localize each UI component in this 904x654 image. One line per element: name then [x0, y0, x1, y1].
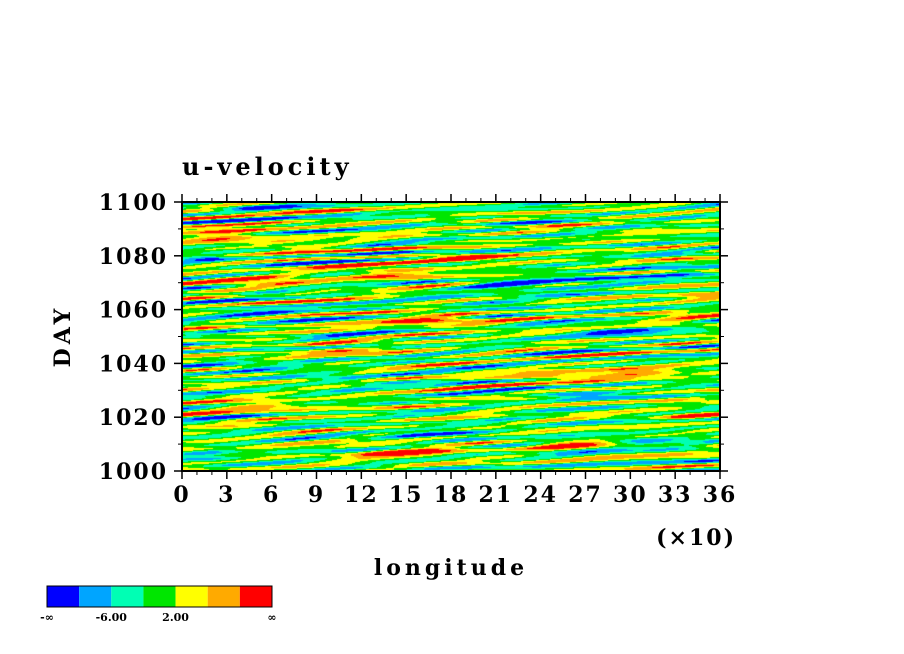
y-tick-label: 1060	[99, 298, 168, 324]
y-tick-label: 1080	[99, 244, 168, 270]
x-tick-label: 12	[344, 482, 379, 508]
colorbar-label: -6.00	[96, 611, 128, 624]
y-axis-title: DAY	[50, 305, 76, 368]
x-tick-label: 9	[308, 482, 325, 508]
chart-title: u-velocity	[182, 152, 353, 181]
colorbar-label: ∞	[267, 611, 276, 624]
colorbar-swatch	[239, 586, 272, 607]
x-tick-label: 3	[218, 482, 235, 508]
y-tick-label: 1040	[99, 351, 168, 377]
colorbar-swatch	[207, 586, 240, 607]
y-axis: 1000 1020 1040 1060 1080 1100	[99, 190, 728, 485]
x-tick-label: 30	[613, 482, 648, 508]
y-tick-label: 1100	[99, 190, 168, 216]
x-axis: 0 3 6 9 12 15 18 21 24 27 30 33 36	[173, 194, 738, 508]
colorbar-frame	[46, 585, 273, 608]
x-tick-label: 18	[434, 482, 469, 508]
colorbar-label: -∞	[40, 611, 54, 624]
x-tick-label: 24	[523, 482, 558, 508]
colorbar-label: 2.00	[162, 611, 189, 624]
x-tick-label: 21	[479, 482, 514, 508]
colorbar-swatch	[143, 586, 176, 607]
y-tick-label: 1020	[99, 405, 168, 431]
heatmap-field	[182, 202, 720, 471]
x-tick-label: 27	[568, 482, 603, 508]
x-tick-label: 33	[658, 482, 693, 508]
x-tick-label: 6	[263, 482, 280, 508]
x-axis-title: longitude	[374, 555, 528, 581]
colorbar-swatch	[111, 586, 144, 607]
colorbar-swatch	[47, 586, 80, 607]
colorbar: -∞ -6.00 2.00 ∞	[40, 585, 277, 624]
colorbar-swatch	[175, 586, 208, 607]
y-tick-label: 1000	[99, 459, 168, 485]
colorbar-swatch	[79, 586, 112, 607]
plot-area	[181, 201, 721, 472]
x-tick-label: 36	[703, 482, 738, 508]
x-axis-multiplier: (×10)	[656, 525, 736, 551]
x-tick-label: 15	[389, 482, 424, 508]
x-tick-label: 0	[173, 482, 190, 508]
